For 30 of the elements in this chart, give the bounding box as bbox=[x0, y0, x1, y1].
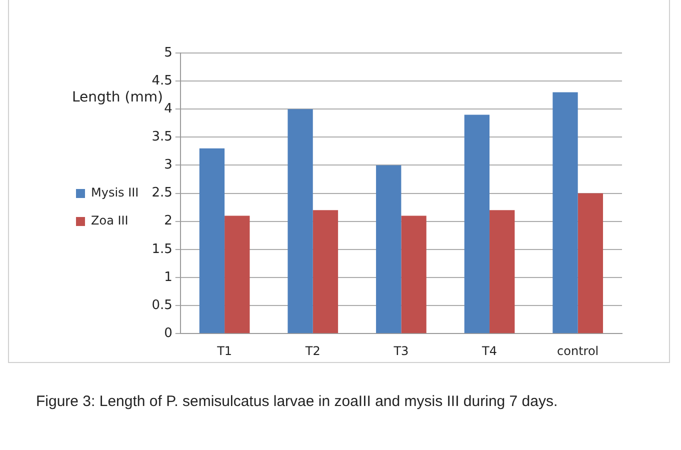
x-tick-label: T3 bbox=[392, 344, 409, 358]
bar bbox=[490, 210, 515, 334]
y-tick-label: 1 bbox=[164, 270, 172, 285]
bar bbox=[312, 210, 338, 334]
bar bbox=[199, 148, 225, 334]
y-tick-label: 2 bbox=[164, 214, 172, 229]
x-tick-label: T4 bbox=[481, 344, 498, 358]
bar bbox=[578, 193, 604, 334]
bar bbox=[401, 216, 426, 334]
bar bbox=[552, 92, 578, 334]
y-tick-label: 2.5 bbox=[152, 186, 172, 201]
x-tick-label: T2 bbox=[304, 344, 320, 358]
y-tick-label: 3 bbox=[164, 158, 172, 173]
bar bbox=[464, 114, 490, 334]
y-tick-label: 0 bbox=[164, 326, 172, 341]
legend-label: Mysis III bbox=[91, 186, 139, 200]
x-tick-label: T1 bbox=[216, 344, 232, 358]
y-tick-label: 1.5 bbox=[152, 242, 172, 257]
x-tick-label: control bbox=[557, 344, 599, 358]
y-tick-label: 4.5 bbox=[152, 73, 172, 88]
bar bbox=[288, 109, 313, 334]
y-tick-label: 3.5 bbox=[152, 130, 172, 145]
legend-label: Zoa III bbox=[91, 214, 128, 228]
y-tick-label: 5 bbox=[164, 45, 172, 60]
y-tick-label: 0.5 bbox=[152, 298, 172, 313]
bar bbox=[376, 165, 402, 334]
y-axis-title: Length (mm) bbox=[72, 90, 163, 106]
y-tick-label: 4 bbox=[164, 101, 172, 116]
bar bbox=[224, 216, 250, 334]
caption: Figure 3: Length of P. semisulcatus larvae in zoaIII and mysis III during 7 days. bbox=[36, 392, 559, 412]
